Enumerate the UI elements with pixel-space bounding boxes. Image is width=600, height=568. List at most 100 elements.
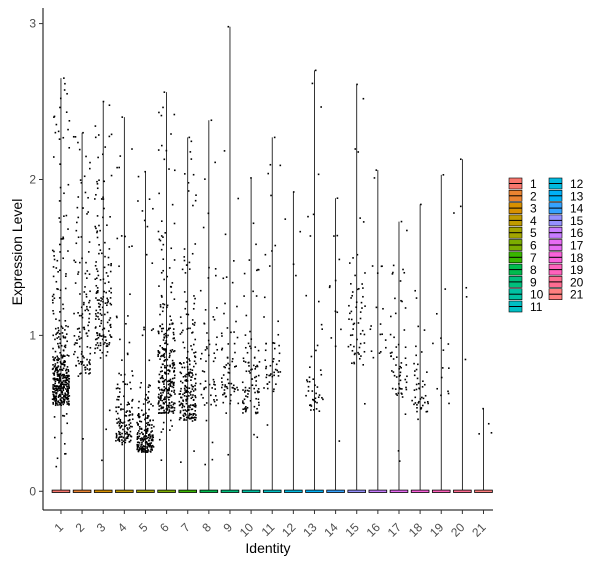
data-point bbox=[106, 302, 109, 304]
data-point bbox=[142, 439, 145, 441]
data-point bbox=[180, 322, 183, 325]
data-point bbox=[78, 148, 81, 151]
data-point-max bbox=[250, 177, 252, 179]
data-point bbox=[182, 329, 184, 332]
data-point bbox=[277, 320, 279, 323]
data-point bbox=[60, 389, 62, 392]
data-point bbox=[189, 404, 192, 406]
data-point bbox=[171, 367, 174, 369]
data-point bbox=[167, 380, 169, 383]
data-point bbox=[308, 376, 311, 379]
data-point bbox=[108, 409, 111, 412]
data-point bbox=[171, 349, 174, 351]
data-point bbox=[224, 233, 227, 236]
data-point bbox=[237, 402, 240, 405]
data-point bbox=[128, 423, 131, 426]
data-point bbox=[173, 363, 176, 366]
data-point bbox=[214, 357, 217, 359]
data-point bbox=[126, 352, 129, 355]
data-point bbox=[151, 434, 154, 437]
data-point bbox=[186, 387, 189, 389]
data-point bbox=[358, 287, 360, 290]
data-point bbox=[149, 437, 151, 440]
data-point bbox=[147, 401, 149, 404]
data-point bbox=[363, 333, 366, 336]
data-point bbox=[58, 385, 61, 387]
data-point bbox=[258, 361, 261, 363]
data-point bbox=[144, 449, 146, 452]
data-point bbox=[216, 399, 218, 401]
data-point bbox=[54, 350, 57, 353]
data-point bbox=[183, 392, 186, 394]
data-point bbox=[379, 333, 382, 336]
data-point bbox=[169, 429, 171, 431]
data-point bbox=[97, 344, 100, 347]
y-axis-title: Expression Level bbox=[9, 199, 25, 306]
legend-item-6: 6 bbox=[508, 239, 537, 253]
data-point bbox=[121, 443, 124, 446]
data-point bbox=[78, 314, 81, 317]
data-point bbox=[143, 326, 145, 329]
data-point bbox=[149, 435, 152, 437]
data-point bbox=[85, 295, 88, 298]
data-point bbox=[364, 272, 366, 274]
data-point bbox=[54, 327, 57, 330]
violin-base bbox=[474, 489, 493, 493]
data-point bbox=[305, 394, 307, 397]
data-point bbox=[57, 345, 60, 348]
data-point bbox=[67, 355, 70, 357]
data-point bbox=[59, 269, 61, 272]
data-point bbox=[146, 451, 149, 453]
data-point bbox=[200, 352, 203, 355]
data-point bbox=[59, 378, 61, 380]
data-point bbox=[213, 383, 215, 386]
data-point bbox=[192, 390, 195, 392]
data-point bbox=[98, 318, 100, 320]
data-point bbox=[223, 365, 225, 368]
data-point bbox=[55, 378, 57, 380]
data-point bbox=[271, 250, 273, 252]
data-point bbox=[52, 347, 54, 350]
data-point bbox=[110, 287, 112, 290]
data-point bbox=[52, 386, 54, 388]
data-point bbox=[67, 369, 70, 371]
data-point bbox=[310, 409, 312, 411]
data-point bbox=[190, 158, 193, 160]
data-point bbox=[58, 138, 61, 140]
data-point bbox=[220, 332, 223, 335]
data-point bbox=[149, 433, 151, 436]
data-point bbox=[242, 389, 244, 391]
data-point bbox=[360, 301, 363, 304]
data-point bbox=[205, 360, 207, 363]
data-point bbox=[406, 229, 408, 232]
data-point bbox=[81, 257, 83, 260]
data-point bbox=[138, 435, 141, 438]
data-point bbox=[194, 377, 197, 380]
data-point bbox=[63, 345, 66, 348]
data-point bbox=[401, 388, 403, 390]
data-point bbox=[136, 438, 139, 441]
data-point bbox=[151, 439, 154, 442]
data-point bbox=[207, 339, 210, 342]
data-point bbox=[173, 337, 175, 339]
data-point bbox=[129, 439, 132, 442]
data-point bbox=[162, 353, 165, 356]
data-point bbox=[63, 415, 66, 417]
data-point bbox=[115, 418, 118, 421]
data-point bbox=[137, 444, 140, 446]
data-point bbox=[86, 277, 88, 279]
data-point bbox=[99, 249, 102, 251]
data-point bbox=[119, 338, 121, 341]
data-point bbox=[56, 373, 59, 376]
data-point bbox=[101, 459, 103, 462]
data-point bbox=[118, 372, 120, 375]
data-point bbox=[160, 144, 163, 147]
data-point bbox=[211, 441, 214, 444]
data-point bbox=[54, 338, 56, 341]
data-point bbox=[115, 432, 118, 435]
data-point bbox=[55, 392, 58, 394]
data-point bbox=[256, 412, 259, 414]
data-point bbox=[162, 236, 164, 238]
data-point bbox=[78, 327, 80, 330]
data-point bbox=[78, 362, 80, 365]
